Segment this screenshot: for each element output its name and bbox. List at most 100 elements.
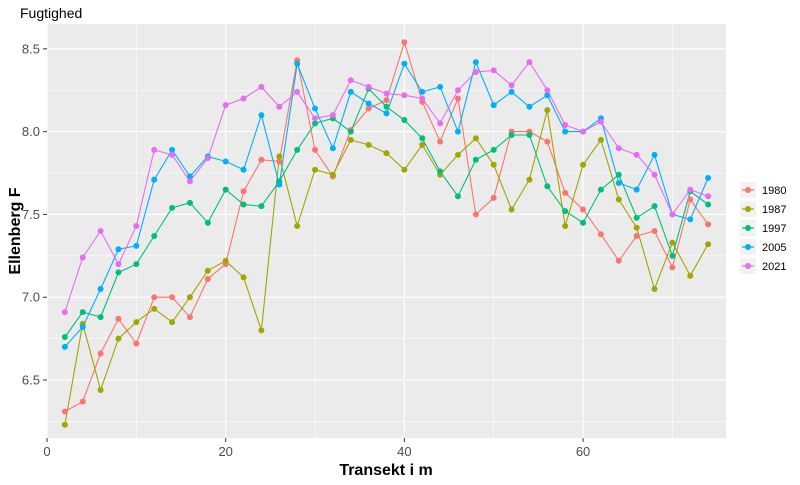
y-tick-label: 6.5 — [22, 373, 40, 388]
data-point-2005 — [365, 100, 372, 107]
data-point-1987 — [312, 166, 319, 173]
data-point-1997 — [472, 156, 479, 163]
data-point-2005 — [115, 246, 122, 253]
data-point-1997 — [204, 219, 211, 226]
data-point-2005 — [186, 173, 193, 180]
data-point-1997 — [222, 186, 229, 193]
data-point-2005 — [544, 92, 551, 99]
data-point-1980 — [61, 408, 68, 415]
data-point-1980 — [186, 314, 193, 321]
data-point-1997 — [79, 309, 86, 316]
data-point-2005 — [169, 146, 176, 153]
data-point-1997 — [562, 208, 569, 215]
data-point-2005 — [615, 179, 622, 186]
data-point-2021 — [419, 95, 426, 102]
legend-key-point-1980 — [745, 187, 751, 193]
data-point-2021 — [562, 122, 569, 129]
data-point-1997 — [580, 219, 587, 226]
data-point-1987 — [169, 319, 176, 326]
data-point-1997 — [61, 333, 68, 340]
data-point-2021 — [437, 120, 444, 127]
data-point-1980 — [169, 294, 176, 301]
data-point-1980 — [544, 138, 551, 145]
data-point-1980 — [240, 188, 247, 195]
data-point-2021 — [580, 128, 587, 135]
data-point-1980 — [562, 189, 569, 196]
legend-label-2021: 2021 — [762, 261, 786, 273]
data-point-2005 — [490, 102, 497, 109]
data-point-1980 — [258, 156, 265, 163]
data-point-1987 — [705, 241, 712, 248]
data-point-2021 — [115, 261, 122, 268]
data-point-1987 — [133, 319, 140, 326]
data-point-1997 — [615, 171, 622, 178]
data-point-2005 — [79, 324, 86, 331]
data-point-1987 — [633, 224, 640, 231]
data-point-1987 — [544, 107, 551, 114]
y-tick-label: 8.5 — [22, 41, 40, 56]
data-point-2021 — [633, 151, 640, 158]
data-point-1987 — [186, 294, 193, 301]
chart-title: Fugtighed — [20, 5, 82, 21]
data-point-2021 — [526, 59, 533, 66]
data-point-2005 — [526, 103, 533, 110]
data-point-2021 — [294, 88, 301, 95]
data-point-1987 — [383, 150, 390, 157]
data-point-2021 — [258, 83, 265, 90]
data-point-1987 — [204, 267, 211, 274]
data-point-1997 — [401, 117, 408, 124]
data-point-1980 — [615, 257, 622, 264]
series-layer — [61, 39, 712, 428]
data-point-2005 — [687, 216, 694, 223]
data-point-2021 — [687, 186, 694, 193]
data-point-2005 — [562, 128, 569, 135]
data-point-2005 — [61, 343, 68, 350]
legend-key-point-2021 — [745, 263, 751, 269]
data-point-1980 — [633, 232, 640, 239]
legend-key-point-2005 — [745, 244, 751, 250]
data-point-2005 — [294, 60, 301, 67]
data-point-1980 — [383, 97, 390, 104]
data-point-1987 — [526, 176, 533, 183]
x-tick-label: 40 — [397, 444, 411, 459]
data-point-2021 — [508, 82, 515, 89]
x-tick-label: 0 — [43, 444, 50, 459]
data-point-2021 — [472, 69, 479, 76]
data-point-1987 — [240, 274, 247, 281]
data-point-1987 — [615, 196, 622, 203]
data-point-1997 — [133, 261, 140, 268]
data-point-1980 — [597, 231, 604, 238]
data-point-2005 — [633, 186, 640, 193]
data-point-2021 — [615, 145, 622, 152]
data-point-1997 — [651, 203, 658, 210]
data-point-2021 — [401, 92, 408, 99]
data-point-2021 — [61, 309, 68, 316]
data-point-1980 — [472, 211, 479, 218]
y-axis-title: Ellenberg F — [7, 187, 24, 274]
legend-label-1987: 1987 — [762, 204, 786, 216]
data-point-1997 — [115, 269, 122, 276]
data-point-1980 — [490, 194, 497, 201]
data-point-2021 — [454, 87, 461, 94]
data-point-1987 — [597, 136, 604, 143]
data-point-1997 — [437, 168, 444, 175]
data-point-2021 — [651, 171, 658, 178]
data-point-2005 — [97, 285, 104, 292]
axis-ticks: 0 20 40 60 6.5 7.0 7.5 8.0 8.5 — [22, 41, 590, 459]
data-point-1980 — [437, 138, 444, 145]
data-point-2005 — [329, 145, 336, 152]
x-tick-label: 20 — [218, 444, 232, 459]
data-point-2021 — [133, 223, 140, 230]
data-point-1987 — [651, 285, 658, 292]
data-point-1980 — [687, 196, 694, 203]
data-point-2005 — [222, 158, 229, 165]
data-point-1987 — [329, 171, 336, 178]
data-point-1987 — [276, 153, 283, 160]
data-point-2005 — [705, 175, 712, 182]
data-point-2021 — [365, 83, 372, 90]
data-point-1997 — [312, 120, 319, 127]
data-point-1980 — [276, 158, 283, 165]
data-point-1997 — [240, 201, 247, 208]
data-point-2021 — [240, 95, 247, 102]
data-point-1987 — [401, 166, 408, 173]
